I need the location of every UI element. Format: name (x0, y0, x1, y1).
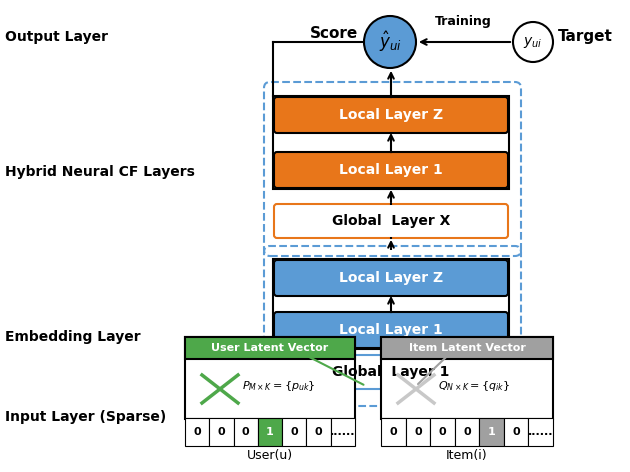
Bar (381, 337, 553, 359)
FancyBboxPatch shape (274, 260, 508, 296)
Text: Item(i): Item(i) (446, 449, 488, 462)
Bar (306, 418, 331, 446)
FancyBboxPatch shape (274, 204, 508, 238)
Text: Local Layer Z: Local Layer Z (339, 271, 443, 285)
Bar (273, 259, 509, 349)
Text: 0: 0 (414, 427, 421, 437)
Bar (406, 418, 430, 446)
Text: 0: 0 (438, 427, 446, 437)
Text: Global  Layer X: Global Layer X (332, 214, 450, 228)
Text: $\hat{y}_{ui}$: $\hat{y}_{ui}$ (379, 30, 401, 54)
Bar (504, 418, 529, 446)
Text: Output Layer: Output Layer (5, 30, 108, 44)
Text: 0: 0 (315, 427, 323, 437)
Text: 0: 0 (290, 427, 298, 437)
Bar (209, 418, 234, 446)
Text: User Latent Vector: User Latent Vector (212, 343, 329, 353)
Bar (331, 418, 355, 446)
Text: 0: 0 (217, 427, 226, 437)
Text: Embedding Layer: Embedding Layer (5, 330, 140, 344)
Text: Score: Score (310, 26, 358, 42)
Bar (479, 418, 504, 446)
FancyBboxPatch shape (274, 355, 508, 389)
Bar (381, 337, 553, 419)
Bar (282, 418, 306, 446)
Bar (258, 418, 282, 446)
Text: 1: 1 (488, 427, 495, 437)
Text: Local Layer 1: Local Layer 1 (339, 323, 443, 337)
Text: $P_{M\times K}=\{p_{uk}\}$: $P_{M\times K}=\{p_{uk}\}$ (242, 379, 316, 393)
Bar (273, 96, 509, 189)
Text: Target: Target (558, 29, 613, 44)
Text: 1: 1 (266, 427, 274, 437)
FancyBboxPatch shape (274, 312, 508, 348)
Bar (381, 418, 406, 446)
Text: Global  Layer 1: Global Layer 1 (332, 365, 450, 379)
Text: 0: 0 (242, 427, 249, 437)
FancyBboxPatch shape (274, 152, 508, 188)
Bar (185, 337, 355, 419)
Circle shape (364, 16, 416, 68)
Text: 0: 0 (389, 427, 397, 437)
Text: Input Layer (Sparse): Input Layer (Sparse) (5, 410, 166, 424)
Bar (430, 418, 455, 446)
Text: ......: ...... (330, 427, 355, 437)
Bar (185, 337, 355, 359)
Text: $Q_{N\times K}=\{q_{ik}\}$: $Q_{N\times K}=\{q_{ik}\}$ (438, 379, 510, 393)
Text: Item Latent Vector: Item Latent Vector (409, 343, 525, 353)
Text: Local Layer Z: Local Layer Z (339, 108, 443, 122)
Text: 0: 0 (512, 427, 520, 437)
Bar (185, 418, 209, 446)
Circle shape (513, 22, 553, 62)
Text: 0: 0 (193, 427, 201, 437)
Bar (234, 418, 258, 446)
Text: Training: Training (435, 16, 492, 28)
Text: ......: ...... (528, 427, 554, 437)
Text: 0: 0 (463, 427, 471, 437)
Text: Local Layer 1: Local Layer 1 (339, 163, 443, 177)
Text: $y_{ui}$: $y_{ui}$ (524, 34, 542, 50)
Bar (529, 418, 553, 446)
Text: Hybrid Neural CF Layers: Hybrid Neural CF Layers (5, 165, 195, 179)
FancyBboxPatch shape (274, 97, 508, 133)
Text: User(u): User(u) (247, 449, 293, 462)
Bar (455, 418, 479, 446)
